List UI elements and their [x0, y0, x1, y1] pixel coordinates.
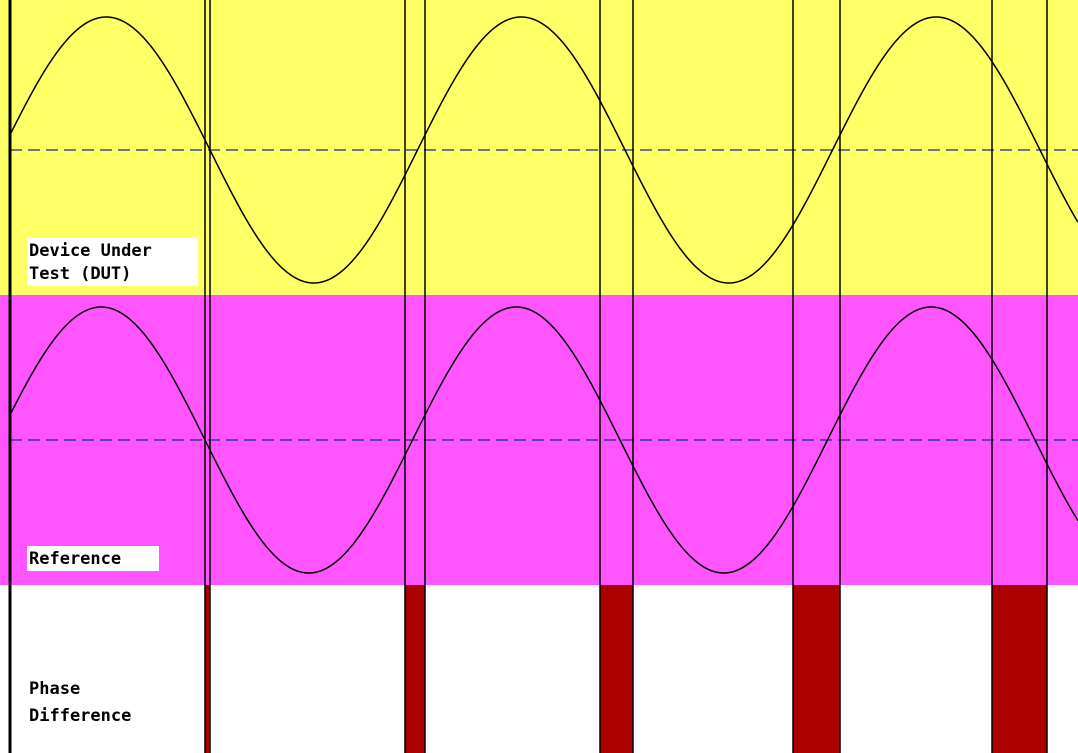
dut-label-line-2: Test (DUT) — [29, 264, 131, 284]
phase-difference-pulses — [205, 585, 1047, 753]
phase-pulse — [205, 585, 210, 753]
phase-pulse — [793, 585, 840, 753]
phase-pulse — [405, 585, 425, 753]
phase-label-line-1: Phase — [29, 679, 80, 699]
phase-difference-band — [0, 585, 1078, 753]
dut-waveform — [9, 16, 1078, 284]
phase-label-line-2: Difference — [29, 706, 131, 726]
reference-label: Reference — [27, 546, 159, 571]
zero-crossing-markers — [204, 0, 1048, 753]
phase-difference-label: Phase Difference — [29, 679, 131, 726]
dut-label: Device Under Test (DUT) — [27, 238, 198, 286]
zero-reference-lines — [10, 149, 1078, 441]
dut-label-line-1: Device Under — [29, 241, 152, 261]
reference-label-text: Reference — [29, 549, 121, 569]
dut-label-background — [27, 238, 198, 286]
phase-pulse — [600, 585, 633, 753]
reference-label-background — [27, 546, 159, 571]
reference-waveform — [9, 306, 1078, 574]
phase-pulse — [992, 585, 1047, 753]
